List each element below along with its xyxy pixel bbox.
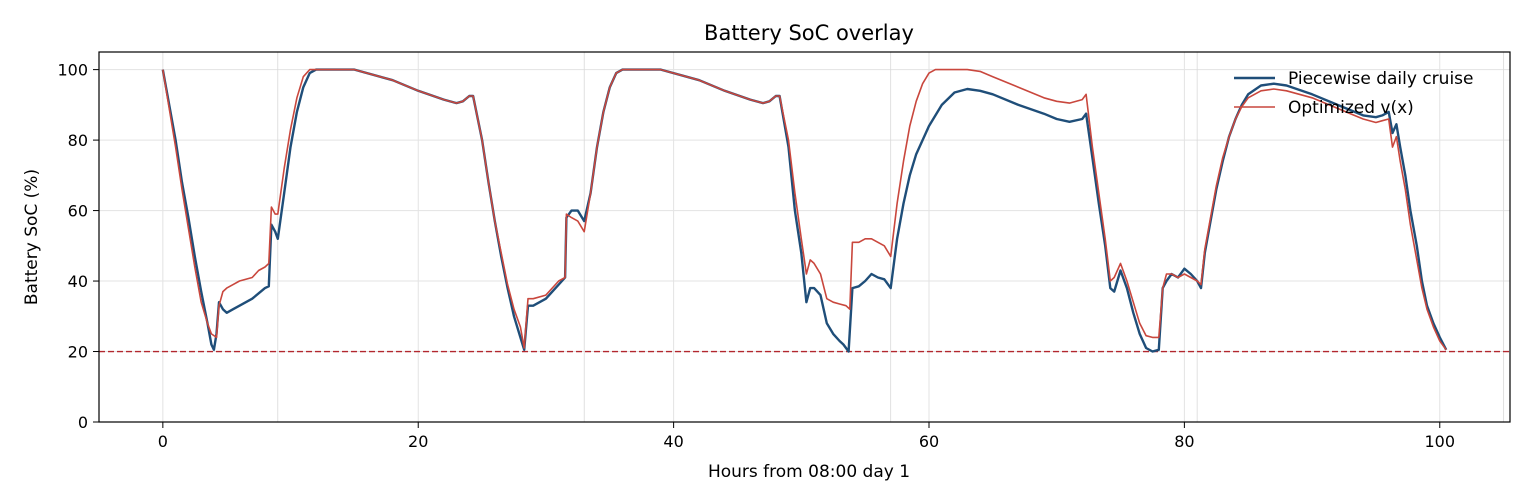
chart-title: Battery SoC overlay: [704, 21, 914, 45]
plot-frame: [98, 51, 1511, 423]
y-tick-label: 40: [68, 272, 88, 291]
y-tick-label: 100: [57, 61, 88, 80]
series-line-2: [162, 68, 1447, 351]
series-layer: [161, 68, 1448, 353]
x-tick-label: 80: [1174, 432, 1194, 451]
y-tick-label: 0: [78, 413, 88, 432]
y-axis-label: Battery SoC (%): [22, 169, 42, 305]
x-tick-label: 60: [919, 432, 939, 451]
legend-label-1: Piecewise daily cruise: [1288, 69, 1473, 89]
x-tick-label: 0: [158, 432, 168, 451]
y-tick-label: 20: [68, 343, 88, 362]
x-tick-label: 100: [1424, 432, 1455, 451]
y-axis-ticks: 0 20 40 60 80 100: [57, 61, 99, 432]
x-tick-label: 40: [663, 432, 683, 451]
y-tick-label: 60: [68, 202, 88, 221]
x-tick-label: 20: [408, 432, 428, 451]
y-tick-label: 80: [68, 131, 88, 150]
legend: Piecewise daily cruise Optimized v(x): [1234, 69, 1473, 118]
x-axis-label: Hours from 08:00 day 1: [708, 462, 910, 482]
x-axis-ticks: 0 20 40 60 80 100: [158, 422, 1455, 451]
legend-label-2: Optimized v(x): [1288, 98, 1414, 118]
